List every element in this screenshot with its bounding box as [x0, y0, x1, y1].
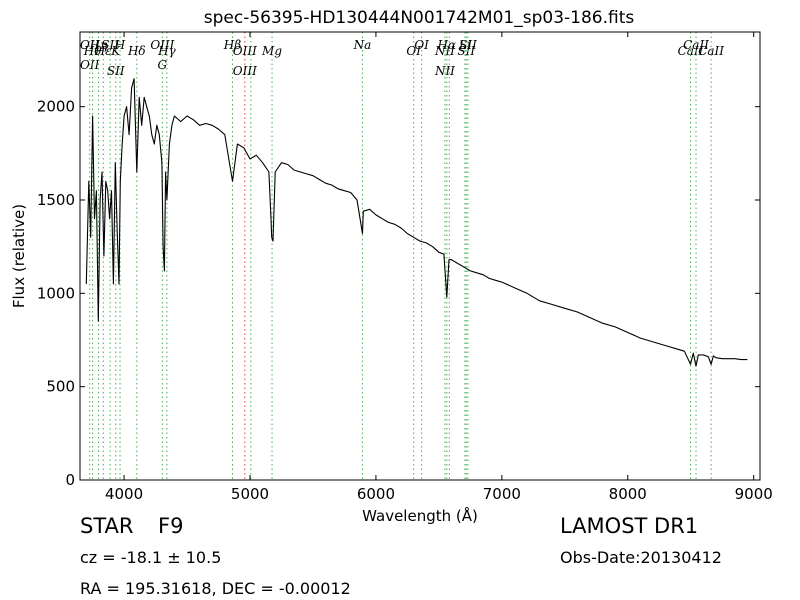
marker-label: SII	[107, 64, 125, 78]
marker-label: Mg	[261, 44, 282, 58]
redshift-readout: cz = -18.1 ± 10.5	[80, 548, 222, 567]
marker-label: SII	[457, 44, 475, 58]
y-tick-label: 2000	[37, 98, 75, 116]
coordinates-readout: RA = 195.31618, DEC = -0.00012	[80, 579, 351, 598]
marker-label: SII	[459, 38, 477, 52]
x-tick-label: 6000	[357, 485, 395, 503]
x-tick-label: 4000	[105, 485, 143, 503]
marker-label: CaII	[683, 38, 709, 52]
marker-label: OII	[80, 58, 100, 72]
marker-label: NII	[434, 64, 455, 78]
marker-label: OIII	[150, 38, 174, 52]
marker-label: CaII	[678, 44, 704, 58]
chart-title: spec-56395-HD130444N001742M01_sp03-186.f…	[204, 8, 635, 28]
marker-label: H	[114, 38, 126, 52]
marker-label: Hδ	[127, 44, 146, 58]
marker-label: NII	[434, 44, 455, 58]
marker-label: Hγ	[157, 44, 176, 58]
spectrum-series	[85, 78, 748, 367]
y-tick-label: 1000	[37, 284, 75, 302]
marker-label: K	[110, 44, 121, 58]
x-tick-label: 7000	[483, 485, 521, 503]
x-tick-label: 8000	[609, 485, 647, 503]
axis-ticks: 4000 5000 6000 7000 8000 9000 0 500 1000 1500 2000	[37, 32, 773, 503]
y-axis-label: Flux (relative)	[10, 204, 28, 308]
x-axis-label: Wavelength (Å)	[362, 506, 478, 525]
object-class: STAR	[80, 514, 134, 538]
x-tick-label: 9000	[735, 485, 773, 503]
marker-label: Na	[353, 38, 372, 52]
marker-label: Hθ	[83, 44, 102, 58]
y-tick-label: 0	[65, 471, 75, 489]
observation-date: Obs-Date:20130412	[560, 548, 722, 567]
marker-label: G	[158, 58, 168, 72]
survey-name: LAMOST DR1	[560, 514, 699, 538]
marker-label: SII	[101, 38, 119, 52]
y-tick-label: 500	[46, 378, 75, 396]
marker-label: OIII	[233, 64, 257, 78]
y-tick-label: 1500	[37, 191, 75, 209]
marker-label: CaII	[698, 44, 724, 58]
x-tick-label: 5000	[231, 485, 269, 503]
marker-label: Hε	[94, 44, 112, 58]
marker-label: OII	[80, 38, 100, 52]
marker-label: OI	[414, 38, 429, 52]
spectrum-line	[85, 78, 748, 367]
marker-label: OIII	[233, 44, 257, 58]
marker-label: Hα	[437, 38, 457, 52]
object-subclass: F9	[158, 514, 184, 538]
marker-label: Hβ	[223, 38, 241, 52]
marker-label: OI	[406, 44, 421, 58]
plot-frame	[79, 31, 761, 481]
